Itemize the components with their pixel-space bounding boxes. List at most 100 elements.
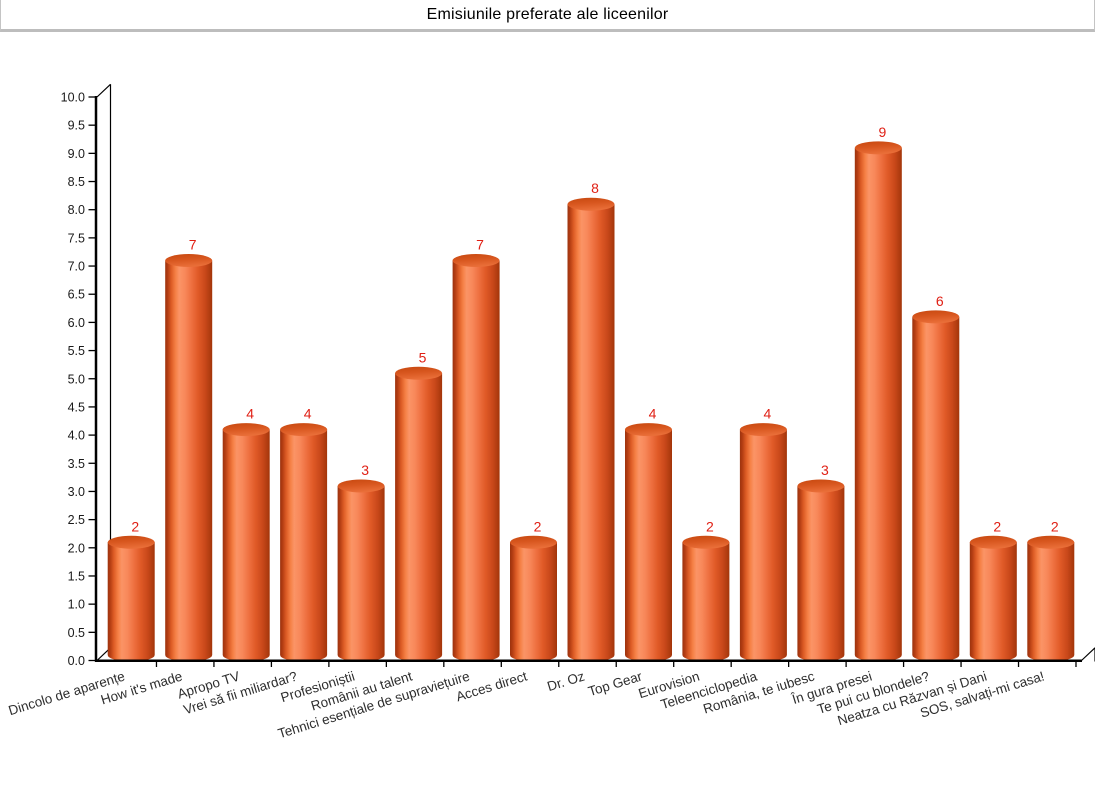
bar: 4 xyxy=(222,406,270,662)
bar-value-label: 2 xyxy=(1051,518,1059,534)
bar-top-face xyxy=(107,535,155,549)
bars-group: 2 7 4 4 3 5 7 2 8 4 2 4 3 9 6 2 2 xyxy=(107,124,1075,662)
bar-body xyxy=(1027,542,1075,662)
bar: 5 xyxy=(395,349,443,662)
y-axis-ticks: 0.0 0.5 1.0 1.5 2.0 2.5 3.0 3.5 4.0 4.5 5.0 5.5 6.0 6… xyxy=(61,91,95,668)
bar-body xyxy=(682,542,730,662)
y-tick-label: 10.0 xyxy=(61,91,85,105)
bar-top-face xyxy=(452,254,500,268)
bar-value-label: 2 xyxy=(131,518,139,534)
bar-value-label: 3 xyxy=(361,462,369,478)
bar-top-face xyxy=(395,366,443,380)
bar-body xyxy=(912,316,960,662)
bar-value-label: 4 xyxy=(246,406,254,422)
bar-body xyxy=(797,485,845,662)
bar-body xyxy=(969,542,1017,662)
bar: 2 xyxy=(510,518,558,662)
bar-value-label: 4 xyxy=(764,406,772,422)
bar-body xyxy=(854,147,902,662)
bar-value-label: 4 xyxy=(649,406,657,422)
bar-value-label: 9 xyxy=(878,124,886,140)
y-tick-label: 4.0 xyxy=(68,429,85,443)
bar-top-face xyxy=(1027,535,1075,549)
bar: 2 xyxy=(969,518,1017,662)
bar-top-face xyxy=(337,479,385,493)
y-tick-label: 3.0 xyxy=(68,485,85,499)
bar: 7 xyxy=(165,237,213,662)
bar-top-face xyxy=(854,141,902,155)
bar-top-face xyxy=(222,423,270,437)
y-tick-label: 0.5 xyxy=(68,626,85,640)
bar-value-label: 4 xyxy=(304,406,312,422)
y-tick-label: 7.0 xyxy=(68,260,85,274)
bar-body xyxy=(222,429,270,662)
bar-body xyxy=(625,429,672,662)
category-label: Dr. Oz xyxy=(545,668,586,694)
bar: 4 xyxy=(624,406,672,662)
y-tick-label: 9.5 xyxy=(68,119,85,133)
y-tick-label: 8.5 xyxy=(68,175,85,189)
bar-top-face xyxy=(912,310,960,324)
bar: 4 xyxy=(280,406,328,662)
bar: 4 xyxy=(739,406,787,662)
bar-value-label: 7 xyxy=(476,237,484,253)
bar-body xyxy=(510,542,557,662)
bar-value-label: 2 xyxy=(706,518,714,534)
y-tick-label: 6.0 xyxy=(68,316,85,330)
bar: 6 xyxy=(912,293,960,662)
bar-top-face xyxy=(165,254,213,268)
y-tick-label: 0.0 xyxy=(68,654,85,668)
bar-body xyxy=(107,542,155,662)
y-tick-label: 1.5 xyxy=(68,569,85,583)
y-tick-label: 1.0 xyxy=(68,598,85,612)
y-tick-label: 3.5 xyxy=(68,457,85,471)
bar-top-face xyxy=(682,535,730,549)
bar: 3 xyxy=(337,462,385,662)
bar-body xyxy=(395,373,443,662)
y-tick-label: 7.5 xyxy=(68,231,85,245)
bar-top-face xyxy=(797,479,845,493)
bar: 2 xyxy=(107,518,155,662)
bar: 9 xyxy=(854,124,902,662)
bar-body xyxy=(452,260,500,662)
bar-top-face xyxy=(280,423,328,437)
bar-body xyxy=(337,485,385,662)
y-tick-label: 9.0 xyxy=(68,147,85,161)
bar: 7 xyxy=(452,237,500,662)
bar-value-label: 2 xyxy=(534,518,542,534)
bar-body xyxy=(280,429,328,662)
y-tick-label: 2.5 xyxy=(68,513,85,527)
bar-value-label: 6 xyxy=(936,293,944,309)
bar-body xyxy=(567,204,615,662)
bar-value-label: 7 xyxy=(189,237,197,253)
category-label: Top Gear xyxy=(586,668,644,699)
x-axis-ticks xyxy=(155,661,1077,667)
bar-top-face xyxy=(969,535,1017,549)
chart-title: Emisiunile preferate ale liceenilor xyxy=(426,5,669,23)
y-tick-label: 6.5 xyxy=(68,288,85,302)
bar-value-label: 5 xyxy=(419,349,427,365)
bar: 8 xyxy=(567,180,615,662)
bar: 2 xyxy=(1027,518,1075,662)
y-tick-label: 5.0 xyxy=(68,372,85,386)
back-edge-bottom-right xyxy=(1081,647,1095,661)
bar-body xyxy=(165,260,213,662)
bar-top-face xyxy=(624,423,672,437)
bar-body xyxy=(739,429,787,662)
y-tick-label: 2.0 xyxy=(68,541,85,555)
y-tick-label: 5.5 xyxy=(68,344,85,358)
back-edge-top-left xyxy=(96,83,111,98)
bar-value-label: 2 xyxy=(993,518,1001,534)
bar-value-label: 8 xyxy=(591,180,599,196)
chart-title-band: Emisiunile preferate ale liceenilor xyxy=(0,0,1095,32)
axes xyxy=(94,96,1082,662)
bar-top-face xyxy=(510,535,558,549)
bar-value-label: 3 xyxy=(821,462,829,478)
bar-top-face xyxy=(567,197,615,211)
bar-top-face xyxy=(739,423,787,437)
y-tick-label: 8.0 xyxy=(68,203,85,217)
bar: 3 xyxy=(797,462,845,662)
